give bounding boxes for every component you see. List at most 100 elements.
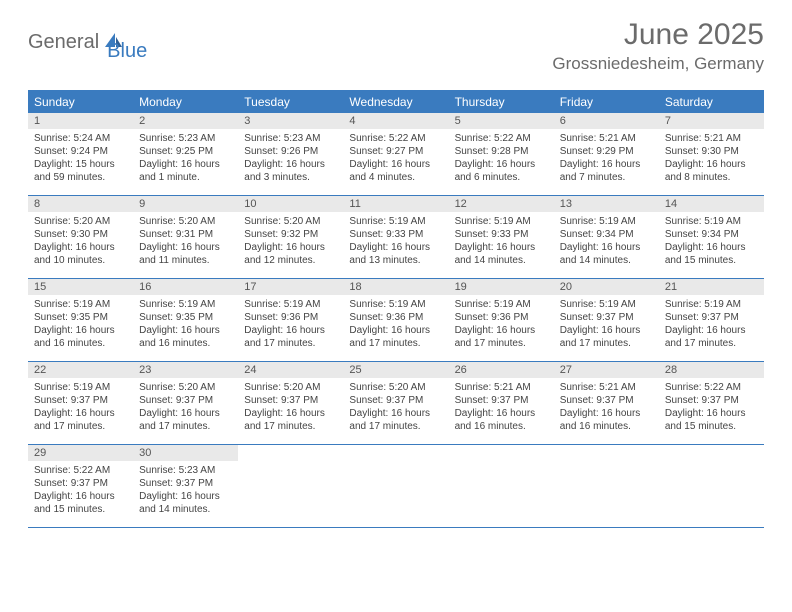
day-body: Sunrise: 5:19 AMSunset: 9:36 PMDaylight:… [449,295,554,356]
day-number: 30 [133,445,238,461]
sunrise-text: Sunrise: 5:19 AM [34,381,127,394]
day-body: Sunrise: 5:19 AMSunset: 9:34 PMDaylight:… [554,212,659,273]
day-cell: 9Sunrise: 5:20 AMSunset: 9:31 PMDaylight… [133,196,238,278]
day-number: 12 [449,196,554,212]
sunset-text: Sunset: 9:36 PM [244,311,337,324]
day-cell: 22Sunrise: 5:19 AMSunset: 9:37 PMDayligh… [28,362,133,444]
day-body: Sunrise: 5:22 AMSunset: 9:37 PMDaylight:… [659,378,764,439]
day-body: Sunrise: 5:19 AMSunset: 9:35 PMDaylight:… [28,295,133,356]
page-title: June 2025 [552,18,764,52]
sunrise-text: Sunrise: 5:22 AM [455,132,548,145]
daylight-text: Daylight: 16 hours and 15 minutes. [665,241,758,267]
sunset-text: Sunset: 9:37 PM [455,394,548,407]
day-cell: 1Sunrise: 5:24 AMSunset: 9:24 PMDaylight… [28,113,133,195]
day-header: Sunday [28,91,133,113]
day-header: Monday [133,91,238,113]
day-number: 17 [238,279,343,295]
day-body: Sunrise: 5:23 AMSunset: 9:37 PMDaylight:… [133,461,238,522]
daylight-text: Daylight: 16 hours and 17 minutes. [455,324,548,350]
sunset-text: Sunset: 9:26 PM [244,145,337,158]
day-cell: 2Sunrise: 5:23 AMSunset: 9:25 PMDaylight… [133,113,238,195]
daylight-text: Daylight: 16 hours and 3 minutes. [244,158,337,184]
day-number: 24 [238,362,343,378]
sunset-text: Sunset: 9:36 PM [349,311,442,324]
sunset-text: Sunset: 9:30 PM [665,145,758,158]
day-cell [659,445,764,527]
daylight-text: Daylight: 16 hours and 17 minutes. [560,324,653,350]
week-row: 29Sunrise: 5:22 AMSunset: 9:37 PMDayligh… [28,445,764,528]
day-body: Sunrise: 5:22 AMSunset: 9:37 PMDaylight:… [28,461,133,522]
day-cell: 23Sunrise: 5:20 AMSunset: 9:37 PMDayligh… [133,362,238,444]
daylight-text: Daylight: 16 hours and 12 minutes. [244,241,337,267]
sunset-text: Sunset: 9:37 PM [560,394,653,407]
day-body: Sunrise: 5:21 AMSunset: 9:37 PMDaylight:… [554,378,659,439]
day-number: 19 [449,279,554,295]
day-number: 14 [659,196,764,212]
day-number: 6 [554,113,659,129]
daylight-text: Daylight: 16 hours and 6 minutes. [455,158,548,184]
header: General Blue June 2025 Grossniedesheim, … [0,0,792,82]
day-cell: 11Sunrise: 5:19 AMSunset: 9:33 PMDayligh… [343,196,448,278]
day-number: 4 [343,113,448,129]
day-body: Sunrise: 5:20 AMSunset: 9:37 PMDaylight:… [133,378,238,439]
day-number: 3 [238,113,343,129]
day-number: 28 [659,362,764,378]
title-block: June 2025 Grossniedesheim, Germany [552,18,764,74]
day-cell: 12Sunrise: 5:19 AMSunset: 9:33 PMDayligh… [449,196,554,278]
daylight-text: Daylight: 16 hours and 16 minutes. [139,324,232,350]
daylight-text: Daylight: 16 hours and 17 minutes. [139,407,232,433]
day-body: Sunrise: 5:20 AMSunset: 9:30 PMDaylight:… [28,212,133,273]
day-body: Sunrise: 5:22 AMSunset: 9:27 PMDaylight:… [343,129,448,190]
day-header: Thursday [449,91,554,113]
sunrise-text: Sunrise: 5:23 AM [244,132,337,145]
day-body: Sunrise: 5:20 AMSunset: 9:37 PMDaylight:… [343,378,448,439]
sunset-text: Sunset: 9:37 PM [665,311,758,324]
sunset-text: Sunset: 9:27 PM [349,145,442,158]
week-row: 22Sunrise: 5:19 AMSunset: 9:37 PMDayligh… [28,362,764,445]
sunrise-text: Sunrise: 5:20 AM [139,381,232,394]
day-header: Saturday [659,91,764,113]
day-body: Sunrise: 5:19 AMSunset: 9:35 PMDaylight:… [133,295,238,356]
sunset-text: Sunset: 9:32 PM [244,228,337,241]
day-body: Sunrise: 5:21 AMSunset: 9:29 PMDaylight:… [554,129,659,190]
day-cell: 29Sunrise: 5:22 AMSunset: 9:37 PMDayligh… [28,445,133,527]
day-number: 16 [133,279,238,295]
sunrise-text: Sunrise: 5:21 AM [455,381,548,394]
daylight-text: Daylight: 16 hours and 11 minutes. [139,241,232,267]
day-header: Wednesday [343,91,448,113]
sunrise-text: Sunrise: 5:20 AM [34,215,127,228]
day-body: Sunrise: 5:19 AMSunset: 9:36 PMDaylight:… [343,295,448,356]
sunset-text: Sunset: 9:37 PM [139,477,232,490]
day-number: 23 [133,362,238,378]
day-number: 10 [238,196,343,212]
day-header: Friday [554,91,659,113]
day-body: Sunrise: 5:19 AMSunset: 9:37 PMDaylight:… [554,295,659,356]
sunset-text: Sunset: 9:37 PM [34,477,127,490]
sunset-text: Sunset: 9:25 PM [139,145,232,158]
logo: General Blue [28,18,147,63]
location: Grossniedesheim, Germany [552,54,764,74]
sunrise-text: Sunrise: 5:20 AM [244,381,337,394]
day-number: 18 [343,279,448,295]
sunrise-text: Sunrise: 5:19 AM [455,215,548,228]
sunrise-text: Sunrise: 5:19 AM [349,215,442,228]
sunset-text: Sunset: 9:35 PM [34,311,127,324]
day-body: Sunrise: 5:19 AMSunset: 9:37 PMDaylight:… [659,295,764,356]
day-body: Sunrise: 5:22 AMSunset: 9:28 PMDaylight:… [449,129,554,190]
day-cell [449,445,554,527]
daylight-text: Daylight: 16 hours and 14 minutes. [139,490,232,516]
day-body: Sunrise: 5:23 AMSunset: 9:26 PMDaylight:… [238,129,343,190]
sunset-text: Sunset: 9:37 PM [349,394,442,407]
daylight-text: Daylight: 16 hours and 4 minutes. [349,158,442,184]
sunrise-text: Sunrise: 5:22 AM [665,381,758,394]
day-cell: 16Sunrise: 5:19 AMSunset: 9:35 PMDayligh… [133,279,238,361]
sunrise-text: Sunrise: 5:22 AM [349,132,442,145]
sunrise-text: Sunrise: 5:22 AM [34,464,127,477]
day-header-row: SundayMondayTuesdayWednesdayThursdayFrid… [28,91,764,113]
sunset-text: Sunset: 9:33 PM [349,228,442,241]
sunset-text: Sunset: 9:34 PM [665,228,758,241]
sunrise-text: Sunrise: 5:20 AM [349,381,442,394]
day-number: 13 [554,196,659,212]
day-cell: 14Sunrise: 5:19 AMSunset: 9:34 PMDayligh… [659,196,764,278]
daylight-text: Daylight: 16 hours and 17 minutes. [244,324,337,350]
